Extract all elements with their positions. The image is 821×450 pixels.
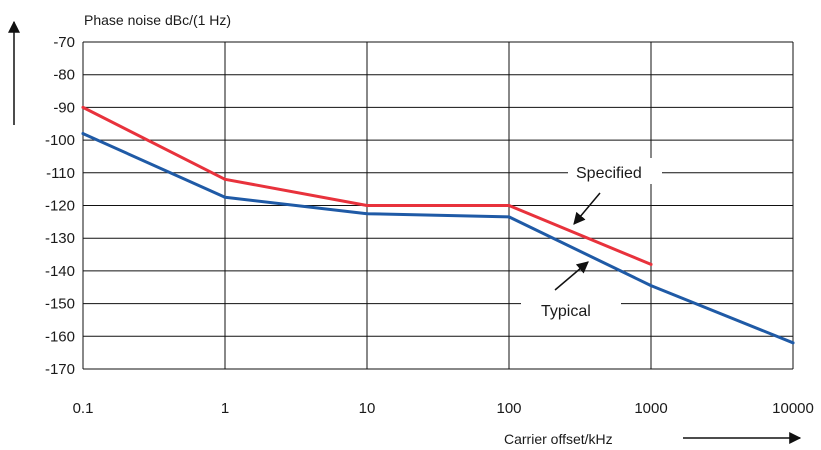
x-tick-label: 1000: [634, 400, 667, 417]
series-layer: [81, 105, 795, 345]
annotation-specified-label: Specified: [576, 165, 642, 182]
y-tick-label: -160: [45, 328, 75, 345]
x-tick-label: 0.1: [73, 400, 94, 417]
x-tick-label: 1: [221, 400, 229, 417]
data-point-typical: [507, 215, 511, 219]
x-tick-label: 10: [359, 400, 376, 417]
x-axis-title: Carrier offset/kHz: [504, 431, 613, 447]
data-point-typical: [223, 195, 227, 199]
y-tick-label: -90: [53, 99, 75, 116]
data-point-typical: [791, 341, 795, 345]
data-point-specified: [649, 262, 653, 266]
y-tick-label: -80: [53, 67, 75, 84]
y-tick-label: -140: [45, 263, 75, 280]
annotation-typical: Typical: [521, 261, 621, 322]
annotation-specified: Specified: [568, 158, 662, 225]
y-tick-label: -100: [45, 132, 75, 149]
y-tick-labels: -70 -80 -90 -100 -110 -120 -130 -140 -150 -160 -17…: [45, 34, 75, 378]
data-point-specified: [507, 204, 511, 207]
x-tick-labels: 0.1 1 10 100 1000 10000: [73, 400, 814, 417]
data-point-specified: [365, 204, 369, 207]
data-point-specified: [223, 177, 227, 181]
y-tick-label: -120: [45, 198, 75, 215]
x-tick-label: 10000: [772, 400, 814, 417]
y-tick-label: -170: [45, 361, 75, 378]
annotation-typical-label: Typical: [541, 303, 591, 320]
data-point-typical: [649, 284, 653, 288]
y-tick-label: -150: [45, 296, 75, 313]
series-line-typical: [81, 132, 795, 345]
data-point-typical: [365, 212, 369, 216]
annotation-typical-arrow: [554, 261, 589, 291]
data-point-specified: [81, 105, 85, 109]
annotation-specified-arrow: [573, 192, 601, 225]
y-tick-label: -130: [45, 230, 75, 247]
data-point-typical: [81, 132, 85, 136]
y-axis-title: Phase noise dBc/(1 Hz): [84, 12, 231, 28]
y-tick-label: -110: [46, 165, 75, 182]
x-tick-label: 100: [496, 400, 521, 417]
y-tick-label: -70: [53, 34, 75, 51]
